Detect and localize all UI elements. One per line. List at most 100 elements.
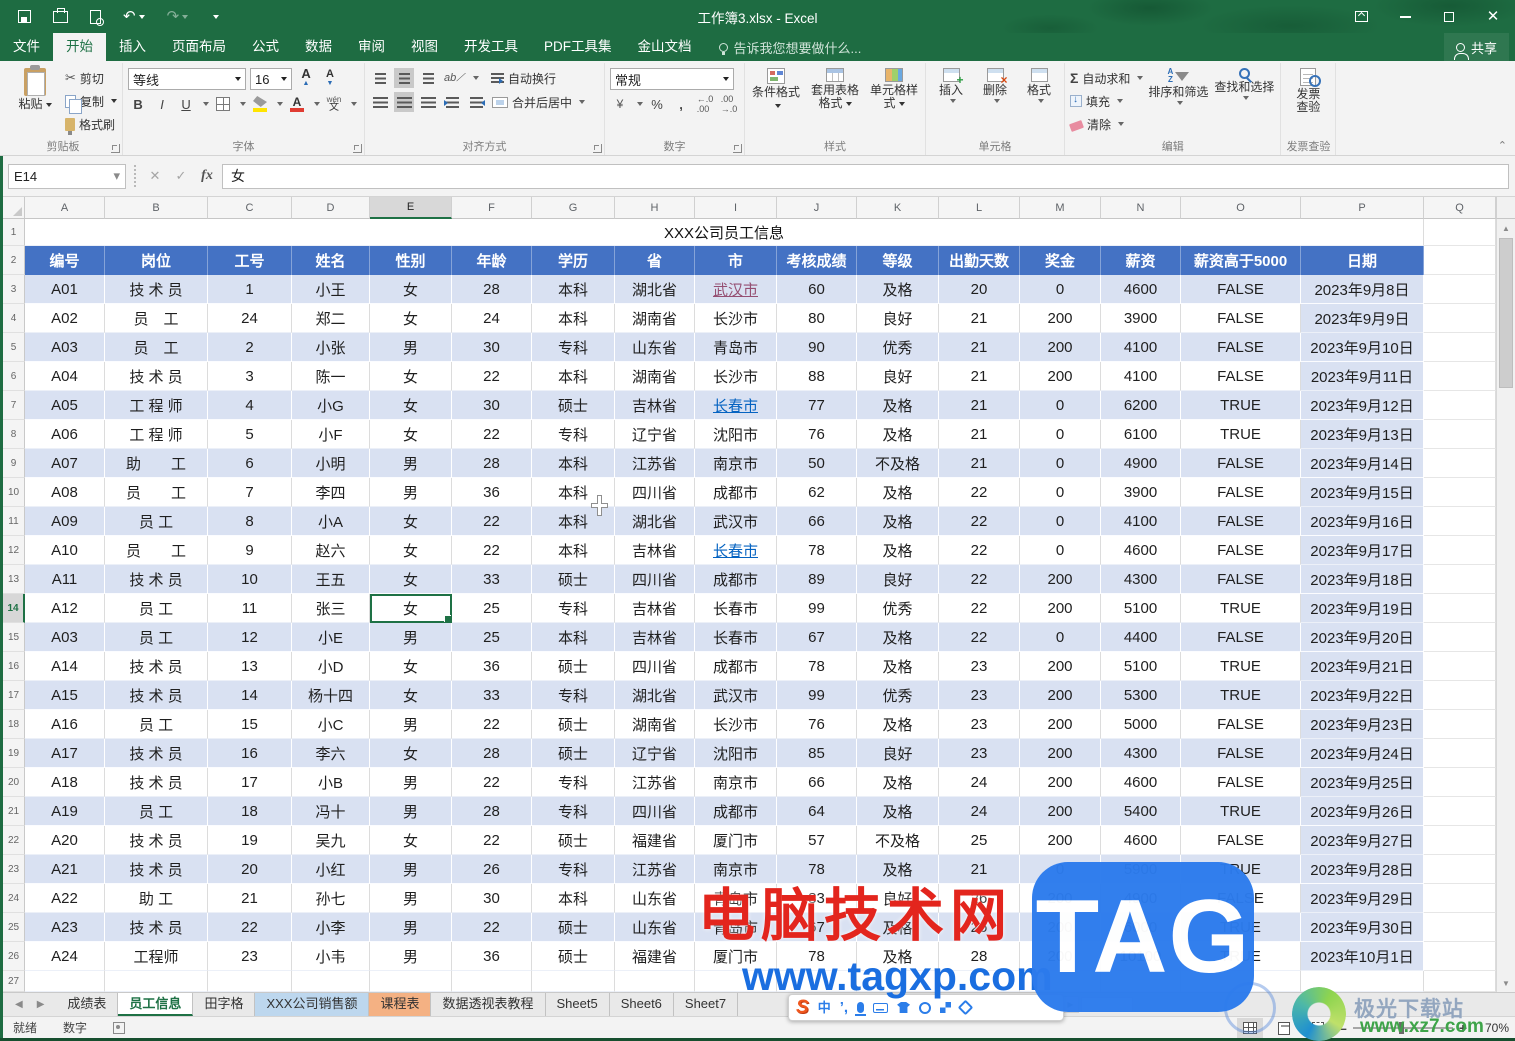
align-center-button[interactable]: [394, 92, 415, 112]
cell[interactable]: 6100: [1101, 420, 1181, 449]
punctuation-icon[interactable]: ’,: [839, 999, 849, 1016]
cell[interactable]: 21: [939, 449, 1020, 478]
next-sheet-button[interactable]: ▶: [36, 999, 45, 1010]
cell[interactable]: 6: [208, 449, 292, 478]
wrap-text-button[interactable]: 自动换行: [490, 68, 556, 88]
cell[interactable]: A19: [25, 797, 105, 826]
row-header-22[interactable]: 22: [3, 826, 25, 855]
cell[interactable]: 17: [208, 768, 292, 797]
cell[interactable]: 2023年10月1日: [1301, 942, 1424, 971]
table-column-header[interactable]: 年龄: [452, 246, 532, 275]
cell[interactable]: FALSE: [1181, 449, 1301, 478]
column-header-C[interactable]: C: [208, 197, 292, 219]
row-header-16[interactable]: 16: [3, 652, 25, 681]
cell[interactable]: 2023年9月29日: [1301, 884, 1424, 913]
cell[interactable]: 62: [777, 478, 857, 507]
page-layout-view-button[interactable]: [1271, 1018, 1297, 1038]
cell[interactable]: 本科: [532, 275, 615, 304]
cell[interactable]: 2023年9月22日: [1301, 681, 1424, 710]
cell[interactable]: 及格: [857, 652, 939, 681]
print-preview-button[interactable]: [90, 9, 104, 26]
phonetic-guide-button[interactable]: wén 文: [326, 95, 342, 113]
cell[interactable]: 小F: [292, 420, 370, 449]
cell[interactable]: 长沙市: [695, 362, 777, 391]
cell[interactable]: 22: [452, 826, 532, 855]
cell[interactable]: 24: [208, 304, 292, 333]
cell[interactable]: 4900: [1101, 449, 1181, 478]
cell[interactable]: 助 工: [105, 449, 208, 478]
sogou-logo-icon[interactable]: S: [796, 997, 809, 1018]
cell[interactable]: 专科: [532, 681, 615, 710]
cell[interactable]: 江苏省: [615, 855, 695, 884]
invoice-check-button[interactable]: 发票查验: [1286, 65, 1330, 139]
cell[interactable]: 山东省: [615, 333, 695, 362]
cell-empty[interactable]: [1424, 507, 1496, 536]
cell-empty[interactable]: [1424, 623, 1496, 652]
cell[interactable]: 83: [777, 884, 857, 913]
insert-cells-button[interactable]: + 插入: [931, 65, 971, 139]
file-tab[interactable]: 文件: [13, 39, 40, 54]
cell[interactable]: 吉林省: [615, 391, 695, 420]
cell-empty[interactable]: [532, 971, 615, 992]
cell[interactable]: 23: [939, 652, 1020, 681]
font-size-select[interactable]: 16: [250, 68, 293, 90]
cell[interactable]: 3900: [1101, 478, 1181, 507]
cell[interactable]: 89: [777, 565, 857, 594]
copy-button[interactable]: 复制: [65, 91, 118, 114]
cell[interactable]: TRUE: [1181, 391, 1301, 420]
cell[interactable]: 23: [208, 942, 292, 971]
increase-font-size-button[interactable]: A ▲: [301, 66, 311, 87]
cell[interactable]: 青岛市: [695, 884, 777, 913]
cell[interactable]: 及格: [857, 478, 939, 507]
zoom-slider[interactable]: [1352, 1022, 1453, 1034]
format-cells-button[interactable]: 格式: [1019, 65, 1059, 139]
cell[interactable]: TRUE: [1181, 652, 1301, 681]
cell[interactable]: 张三: [292, 594, 370, 623]
cell[interactable]: 女: [370, 304, 452, 333]
column-header-D[interactable]: D: [292, 197, 370, 219]
cell[interactable]: 22: [452, 362, 532, 391]
table-column-header[interactable]: 薪资: [1101, 246, 1181, 275]
cell[interactable]: 四川省: [615, 652, 695, 681]
cell[interactable]: 及格: [857, 507, 939, 536]
cell[interactable]: 成都市: [695, 797, 777, 826]
cell[interactable]: 技 术 员: [105, 565, 208, 594]
cell[interactable]: 赵六: [292, 536, 370, 565]
cell[interactable]: 南京市: [695, 855, 777, 884]
cell[interactable]: 2023年9月13日: [1301, 420, 1424, 449]
align-right-button[interactable]: [418, 92, 438, 112]
cell[interactable]: FALSE: [1181, 536, 1301, 565]
formula-bar-splitter[interactable]: [130, 165, 136, 187]
cell[interactable]: 女: [370, 681, 452, 710]
cell[interactable]: 26: [452, 855, 532, 884]
cell[interactable]: 长春市: [695, 623, 777, 652]
row-header-9[interactable]: 9: [3, 449, 25, 478]
cell[interactable]: 15: [208, 710, 292, 739]
cell[interactable]: 4400: [1101, 623, 1181, 652]
column-header-K[interactable]: K: [857, 197, 939, 219]
cell-empty[interactable]: [1301, 971, 1424, 992]
cell[interactable]: 23: [939, 739, 1020, 768]
table-column-header[interactable]: 岗位: [105, 246, 208, 275]
cell[interactable]: 男: [370, 855, 452, 884]
cell[interactable]: 16: [208, 739, 292, 768]
row-header-24[interactable]: 24: [3, 884, 25, 913]
cell-empty[interactable]: [1424, 536, 1496, 565]
cell[interactable]: 5300: [1101, 681, 1181, 710]
cell[interactable]: 200: [1020, 594, 1101, 623]
table-column-header[interactable]: 薪资高于5000: [1181, 246, 1301, 275]
cell[interactable]: 25: [452, 623, 532, 652]
cell[interactable]: 四川省: [615, 565, 695, 594]
cell[interactable]: 湖北省: [615, 681, 695, 710]
cell[interactable]: 76: [777, 420, 857, 449]
cell[interactable]: TRUE: [1181, 797, 1301, 826]
cell[interactable]: 33: [452, 681, 532, 710]
column-header-Q[interactable]: Q: [1424, 197, 1496, 219]
prev-sheet-button[interactable]: ◀: [15, 999, 23, 1010]
cell[interactable]: 90: [777, 333, 857, 362]
cell[interactable]: 女: [370, 826, 452, 855]
row-header-5[interactable]: 5: [3, 333, 25, 362]
redo-button[interactable]: ↷: [167, 9, 189, 24]
cell[interactable]: 杨十四: [292, 681, 370, 710]
cell[interactable]: 21: [939, 420, 1020, 449]
